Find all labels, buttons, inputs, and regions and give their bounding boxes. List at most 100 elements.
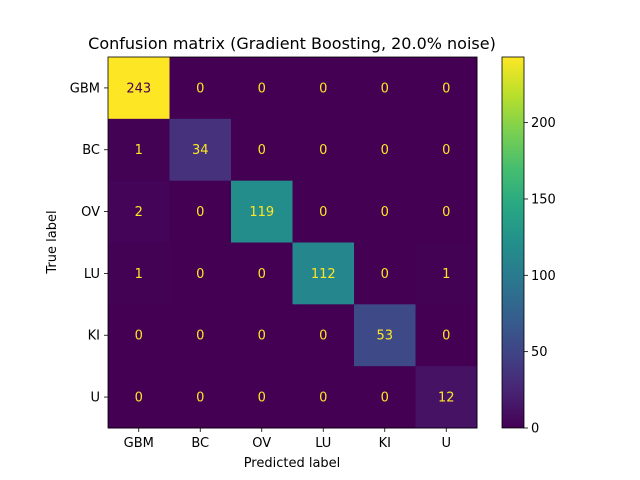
cell-value-label: 112 [311, 267, 336, 282]
cell-value-label: 53 [376, 329, 393, 344]
cell-value-label: 0 [258, 81, 266, 96]
x-tick-label: KI [379, 436, 391, 451]
x-tick-label: GBM [124, 436, 154, 451]
cell-value-label: 0 [196, 329, 204, 344]
heatmap-cell [354, 304, 416, 367]
heatmap-cell [108, 304, 170, 367]
y-axis-label: True label [45, 210, 60, 274]
cell-value-label: 0 [258, 267, 266, 282]
cell-value-label: 0 [442, 329, 450, 344]
cell-value-label: 0 [442, 143, 450, 158]
heatmap-cell [108, 118, 170, 182]
heatmap-cell [169, 118, 232, 182]
cell-value-label: 0 [135, 391, 143, 406]
cell-value-label: 0 [319, 329, 327, 344]
heatmap-cell [292, 366, 355, 429]
cell-value-label: 0 [196, 267, 204, 282]
heatmap-cell [354, 242, 416, 305]
heatmap-cell [354, 57, 416, 120]
heatmap-cell [231, 57, 293, 120]
heatmap-cells [108, 57, 478, 429]
y-tick-label: BC [82, 143, 100, 158]
cell-value-label: 243 [126, 81, 151, 96]
x-tick-label: BC [191, 436, 209, 451]
y-tick-label: OV [81, 205, 100, 220]
heatmap-cell [108, 180, 170, 243]
heatmap-cell [292, 57, 355, 120]
y-tick-label: GBM [70, 81, 100, 96]
heatmap-cell [169, 242, 232, 305]
y-tick-label: KI [88, 329, 100, 344]
cell-value-label: 0 [258, 143, 266, 158]
cell-value-label: 12 [438, 391, 455, 406]
x-tick-label: LU [315, 436, 331, 451]
cell-value-label: 119 [249, 205, 274, 220]
heatmap-cell [292, 304, 355, 367]
plot-frame [107, 56, 478, 429]
heatmap-cell [354, 366, 416, 429]
y-tick-label: U [90, 391, 100, 406]
cell-value-label: 0 [258, 391, 266, 406]
cell-value-label: 1 [135, 143, 143, 158]
colorbar-tick-label: 0 [531, 421, 539, 436]
heatmap-cell [354, 180, 416, 243]
cell-value-label: 34 [192, 143, 209, 158]
heatmap-cell [415, 242, 478, 305]
heatmap-cell [169, 366, 232, 429]
cell-value-label: 0 [196, 205, 204, 220]
x-axis-ticks: GBM BC OV LU KI U [124, 427, 451, 451]
colorbar [501, 56, 525, 429]
cell-value-labels: 243 0 0 0 0 0 1 34 0 0 0 0 2 0 119 0 0 0 1 0 0 112 0 1 0 0 0 0 53 0 0 0… [126, 81, 454, 405]
cell-value-label: 0 [135, 329, 143, 344]
heatmap-cell [354, 118, 416, 182]
heatmap-cell [231, 366, 293, 429]
x-axis-label: Predicted label [244, 456, 341, 471]
cell-value-label: 0 [319, 143, 327, 158]
y-axis-ticks: GBM BC OV LU KI U [70, 81, 108, 406]
heatmap-cell [415, 304, 478, 367]
cell-value-label: 0 [381, 81, 389, 96]
cell-value-label: 0 [319, 81, 327, 96]
cell-value-label: 0 [442, 81, 450, 96]
x-tick-label: U [441, 436, 451, 451]
colorbar-tick-label: 150 [531, 192, 556, 207]
chart-title: Confusion matrix (Gradient Boosting, 20.… [88, 34, 496, 53]
heatmap-cell [231, 118, 293, 182]
heatmap-cell [415, 366, 478, 429]
heatmap-cell [231, 242, 293, 305]
heatmap-cell [108, 366, 170, 429]
heatmap-cell [415, 118, 478, 182]
cell-value-label: 0 [381, 391, 389, 406]
heatmap-cell [108, 242, 170, 305]
heatmap-cell [292, 242, 355, 305]
cell-value-label: 0 [319, 205, 327, 220]
heatmap-cell [231, 180, 293, 243]
heatmap-cell [292, 118, 355, 182]
colorbar-tick-label: 200 [531, 116, 556, 131]
colorbar-tick-label: 50 [531, 345, 548, 360]
cell-value-label: 0 [319, 391, 327, 406]
colorbar-tick-label: 100 [531, 269, 556, 284]
cell-value-label: 0 [381, 205, 389, 220]
y-tick-label: LU [84, 267, 100, 282]
heatmap-cell [169, 57, 232, 120]
heatmap-cell [292, 180, 355, 243]
heatmap-cell [415, 57, 478, 120]
cell-value-label: 1 [442, 267, 450, 282]
cell-value-label: 0 [258, 329, 266, 344]
cell-value-label: 0 [381, 267, 389, 282]
x-tick-label: OV [252, 436, 271, 451]
cell-value-label: 0 [381, 143, 389, 158]
colorbar-ticks: 0 50 100 150 200 [524, 116, 556, 436]
cell-value-label: 1 [135, 267, 143, 282]
cell-value-label: 2 [135, 205, 143, 220]
cell-value-label: 0 [196, 391, 204, 406]
heatmap-cell [415, 180, 478, 243]
cell-value-label: 0 [196, 81, 204, 96]
heatmap-cell [169, 304, 232, 367]
heatmap-cell [231, 304, 293, 367]
heatmap-cell [169, 180, 232, 243]
heatmap-cell [108, 57, 170, 120]
cell-value-label: 0 [442, 205, 450, 220]
